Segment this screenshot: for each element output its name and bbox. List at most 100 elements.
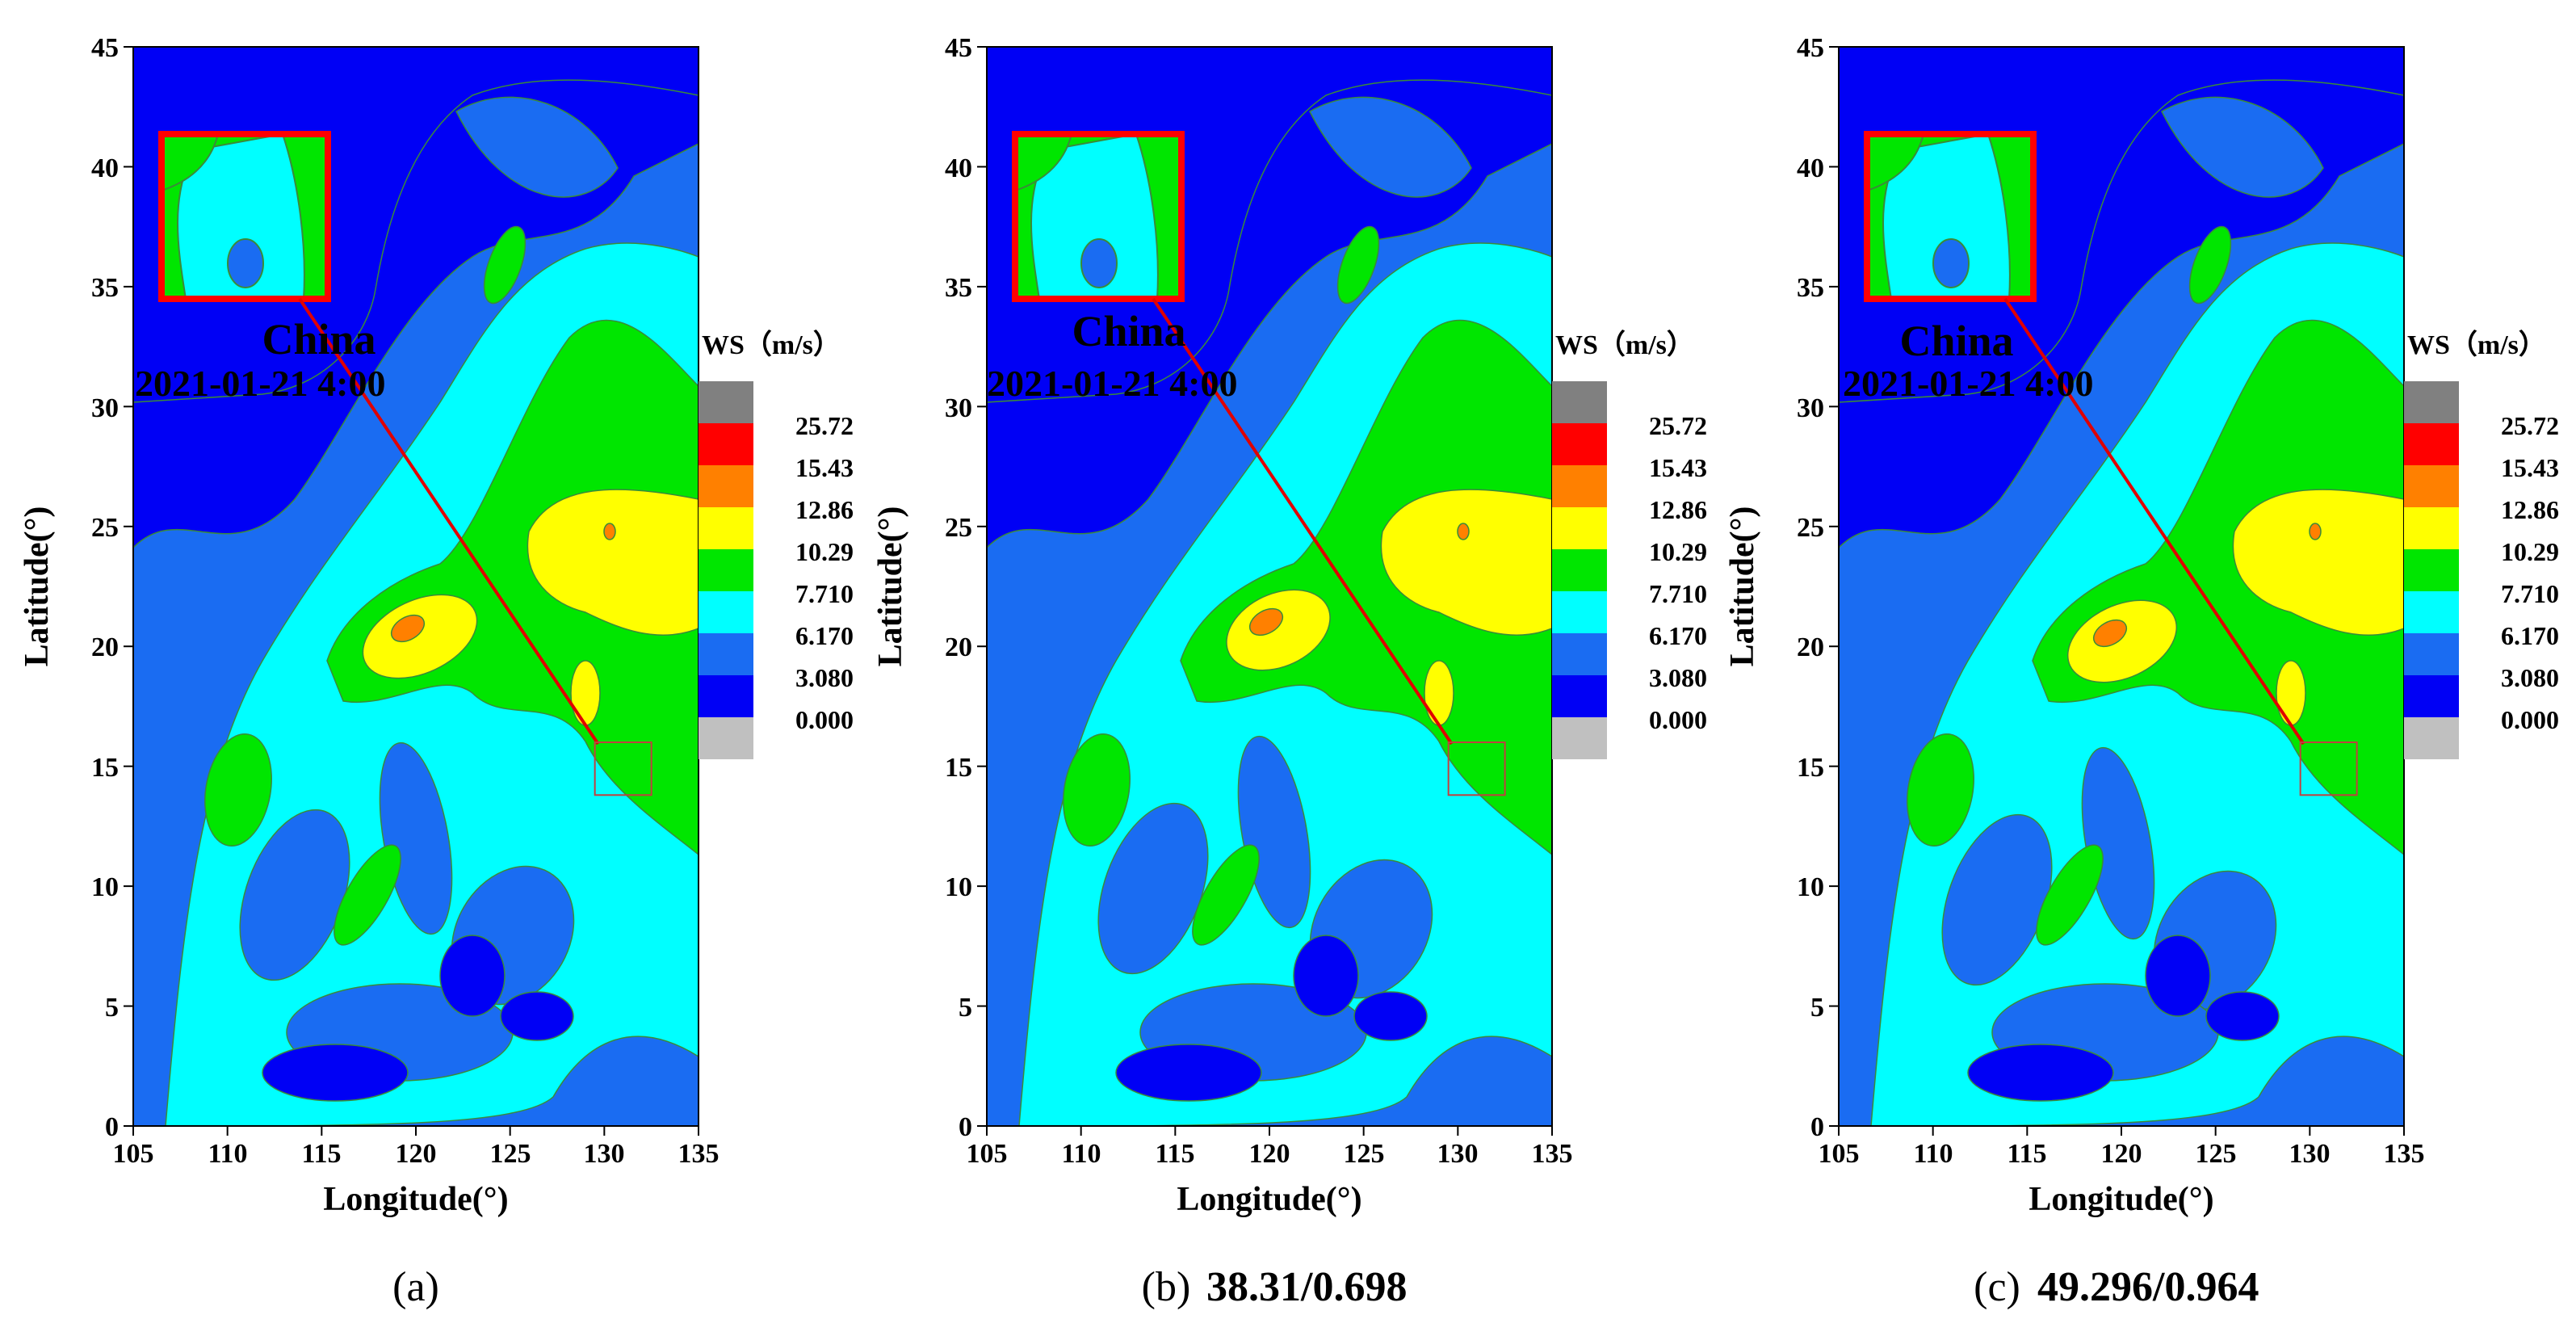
target-box xyxy=(2299,741,2358,796)
y-tick-label: 5 xyxy=(959,993,972,1023)
leader-line xyxy=(2003,297,2305,746)
timestamp-label: 2021-01-21 4:00 xyxy=(135,363,385,404)
contour-patch xyxy=(2276,660,2306,726)
contour-patch xyxy=(2145,935,2211,1017)
contour-patch xyxy=(1424,660,1454,726)
legend-swatch xyxy=(1552,591,1607,633)
legend: WS（m/s） 25.72 15.43 12.86 10.29 7.710 6.… xyxy=(1552,329,1707,759)
y-tick-label: 45 xyxy=(1797,33,1824,63)
contour-patch xyxy=(1967,1044,2114,1102)
legend-label: 3.080 xyxy=(1649,663,1707,692)
y-tick-label: 40 xyxy=(1797,153,1824,183)
y-tick-label: 25 xyxy=(1797,513,1824,543)
axis-ticks xyxy=(977,46,1553,1136)
legend-label: 7.710 xyxy=(1649,579,1707,608)
legend-label: 10.29 xyxy=(1649,537,1707,566)
contour-patch xyxy=(2036,844,2104,946)
legend-swatch xyxy=(2404,549,2459,591)
legend-swatch xyxy=(1552,465,1607,507)
legend-swatch xyxy=(2404,507,2459,549)
y-tick-label: 20 xyxy=(91,632,119,662)
y-tick-label: 40 xyxy=(91,153,119,183)
y-tick-label: 45 xyxy=(945,33,972,63)
panel-caption-letter: (b) xyxy=(1142,1264,1191,1310)
y-tick-label: 30 xyxy=(1797,393,1824,423)
legend-label: 0.000 xyxy=(795,705,854,734)
contour-band xyxy=(326,319,699,855)
legend-swatch xyxy=(699,675,753,717)
y-tick-label: 40 xyxy=(945,153,972,183)
x-axis-title: Longitude(°) xyxy=(1177,1181,1361,1218)
contour-patch xyxy=(527,489,699,636)
legend: WS（m/s） 25.72 15.43 12.86 10.29 7.710 6.… xyxy=(699,329,854,759)
x-tick-label: 105 xyxy=(967,1139,1008,1169)
panel-b: 105 110 115 120 125 130 135 0 5 10 15 20… xyxy=(872,33,1707,1310)
contour-patch xyxy=(379,742,453,935)
wind-speed-map xyxy=(1839,47,2404,1126)
contour-patch xyxy=(1380,489,1552,636)
contour-patch xyxy=(1226,589,1331,671)
legend-swatch xyxy=(1552,633,1607,675)
x-tick-label: 130 xyxy=(584,1139,625,1169)
legend-swatches xyxy=(699,381,753,759)
contour-patch xyxy=(2232,489,2404,636)
contour-band xyxy=(455,96,619,198)
panel-caption-letter: (c) xyxy=(1974,1264,2020,1310)
timestamp-label: 2021-01-21 4:00 xyxy=(1843,363,2093,404)
contour-patch xyxy=(2309,523,2322,540)
legend-label: 15.43 xyxy=(795,453,854,482)
legend-swatch xyxy=(2404,633,2459,675)
y-tick-label: 30 xyxy=(91,393,119,423)
y-tick-label: 5 xyxy=(105,993,119,1023)
legend-label: 10.29 xyxy=(2501,537,2559,566)
contour-patch xyxy=(334,844,401,946)
y-tick-label: 15 xyxy=(1797,753,1824,783)
legend-title: WS（m/s） xyxy=(1555,329,1694,360)
legend-swatch xyxy=(1552,717,1607,759)
contour-patch xyxy=(1063,733,1131,847)
contour-patch xyxy=(1907,733,1974,847)
legend-swatch xyxy=(2404,717,2459,759)
contour-patch xyxy=(1237,735,1311,929)
contour-patch xyxy=(1336,225,1380,305)
x-tick-label: 105 xyxy=(1819,1139,1860,1169)
legend-swatch xyxy=(699,549,753,591)
legend-label: 15.43 xyxy=(1649,453,1707,482)
legend-label: 0.000 xyxy=(2501,705,2559,734)
x-axis-title: Longitude(°) xyxy=(2028,1181,2213,1218)
region-label: China xyxy=(262,315,375,363)
contour-patch xyxy=(1115,1044,1262,1102)
y-tick-label: 20 xyxy=(945,632,972,662)
y-tick-label: 0 xyxy=(105,1112,119,1142)
x-tick-label: 115 xyxy=(1155,1139,1194,1169)
legend-title: WS（m/s） xyxy=(2407,329,2546,360)
x-tick-label: 110 xyxy=(1913,1139,1953,1169)
legend-swatch xyxy=(1552,507,1607,549)
legend-label: 3.080 xyxy=(2501,663,2559,692)
legend-swatch xyxy=(699,381,753,423)
panel-caption-metric: 38.31/0.698 xyxy=(1206,1264,1407,1310)
timestamp-label: 2021-01-21 4:00 xyxy=(987,363,1237,404)
legend-label: 7.710 xyxy=(2501,579,2559,608)
inset-border xyxy=(1012,131,1185,302)
contour-band xyxy=(1180,319,1552,855)
x-tick-label: 135 xyxy=(1532,1139,1573,1169)
contour-patch xyxy=(262,1044,409,1102)
y-axis-title: Latitude(°) xyxy=(19,506,56,667)
contour-patch xyxy=(2066,599,2178,683)
x-tick-label: 110 xyxy=(208,1139,247,1169)
x-tick-label: 120 xyxy=(1249,1139,1290,1169)
legend-swatch xyxy=(2404,675,2459,717)
legend-swatch xyxy=(2404,381,2459,423)
leader-line xyxy=(298,297,600,746)
x-tick-label: 125 xyxy=(1344,1139,1385,1169)
legend-label: 10.29 xyxy=(795,537,854,566)
contour-patch xyxy=(1248,607,1284,636)
legend-label: 3.080 xyxy=(795,663,854,692)
y-tick-label: 25 xyxy=(91,513,119,543)
y-tick-label: 15 xyxy=(91,753,119,783)
x-tick-label: 120 xyxy=(396,1139,437,1169)
legend-swatch xyxy=(2404,465,2459,507)
contour-band xyxy=(2161,96,2324,198)
